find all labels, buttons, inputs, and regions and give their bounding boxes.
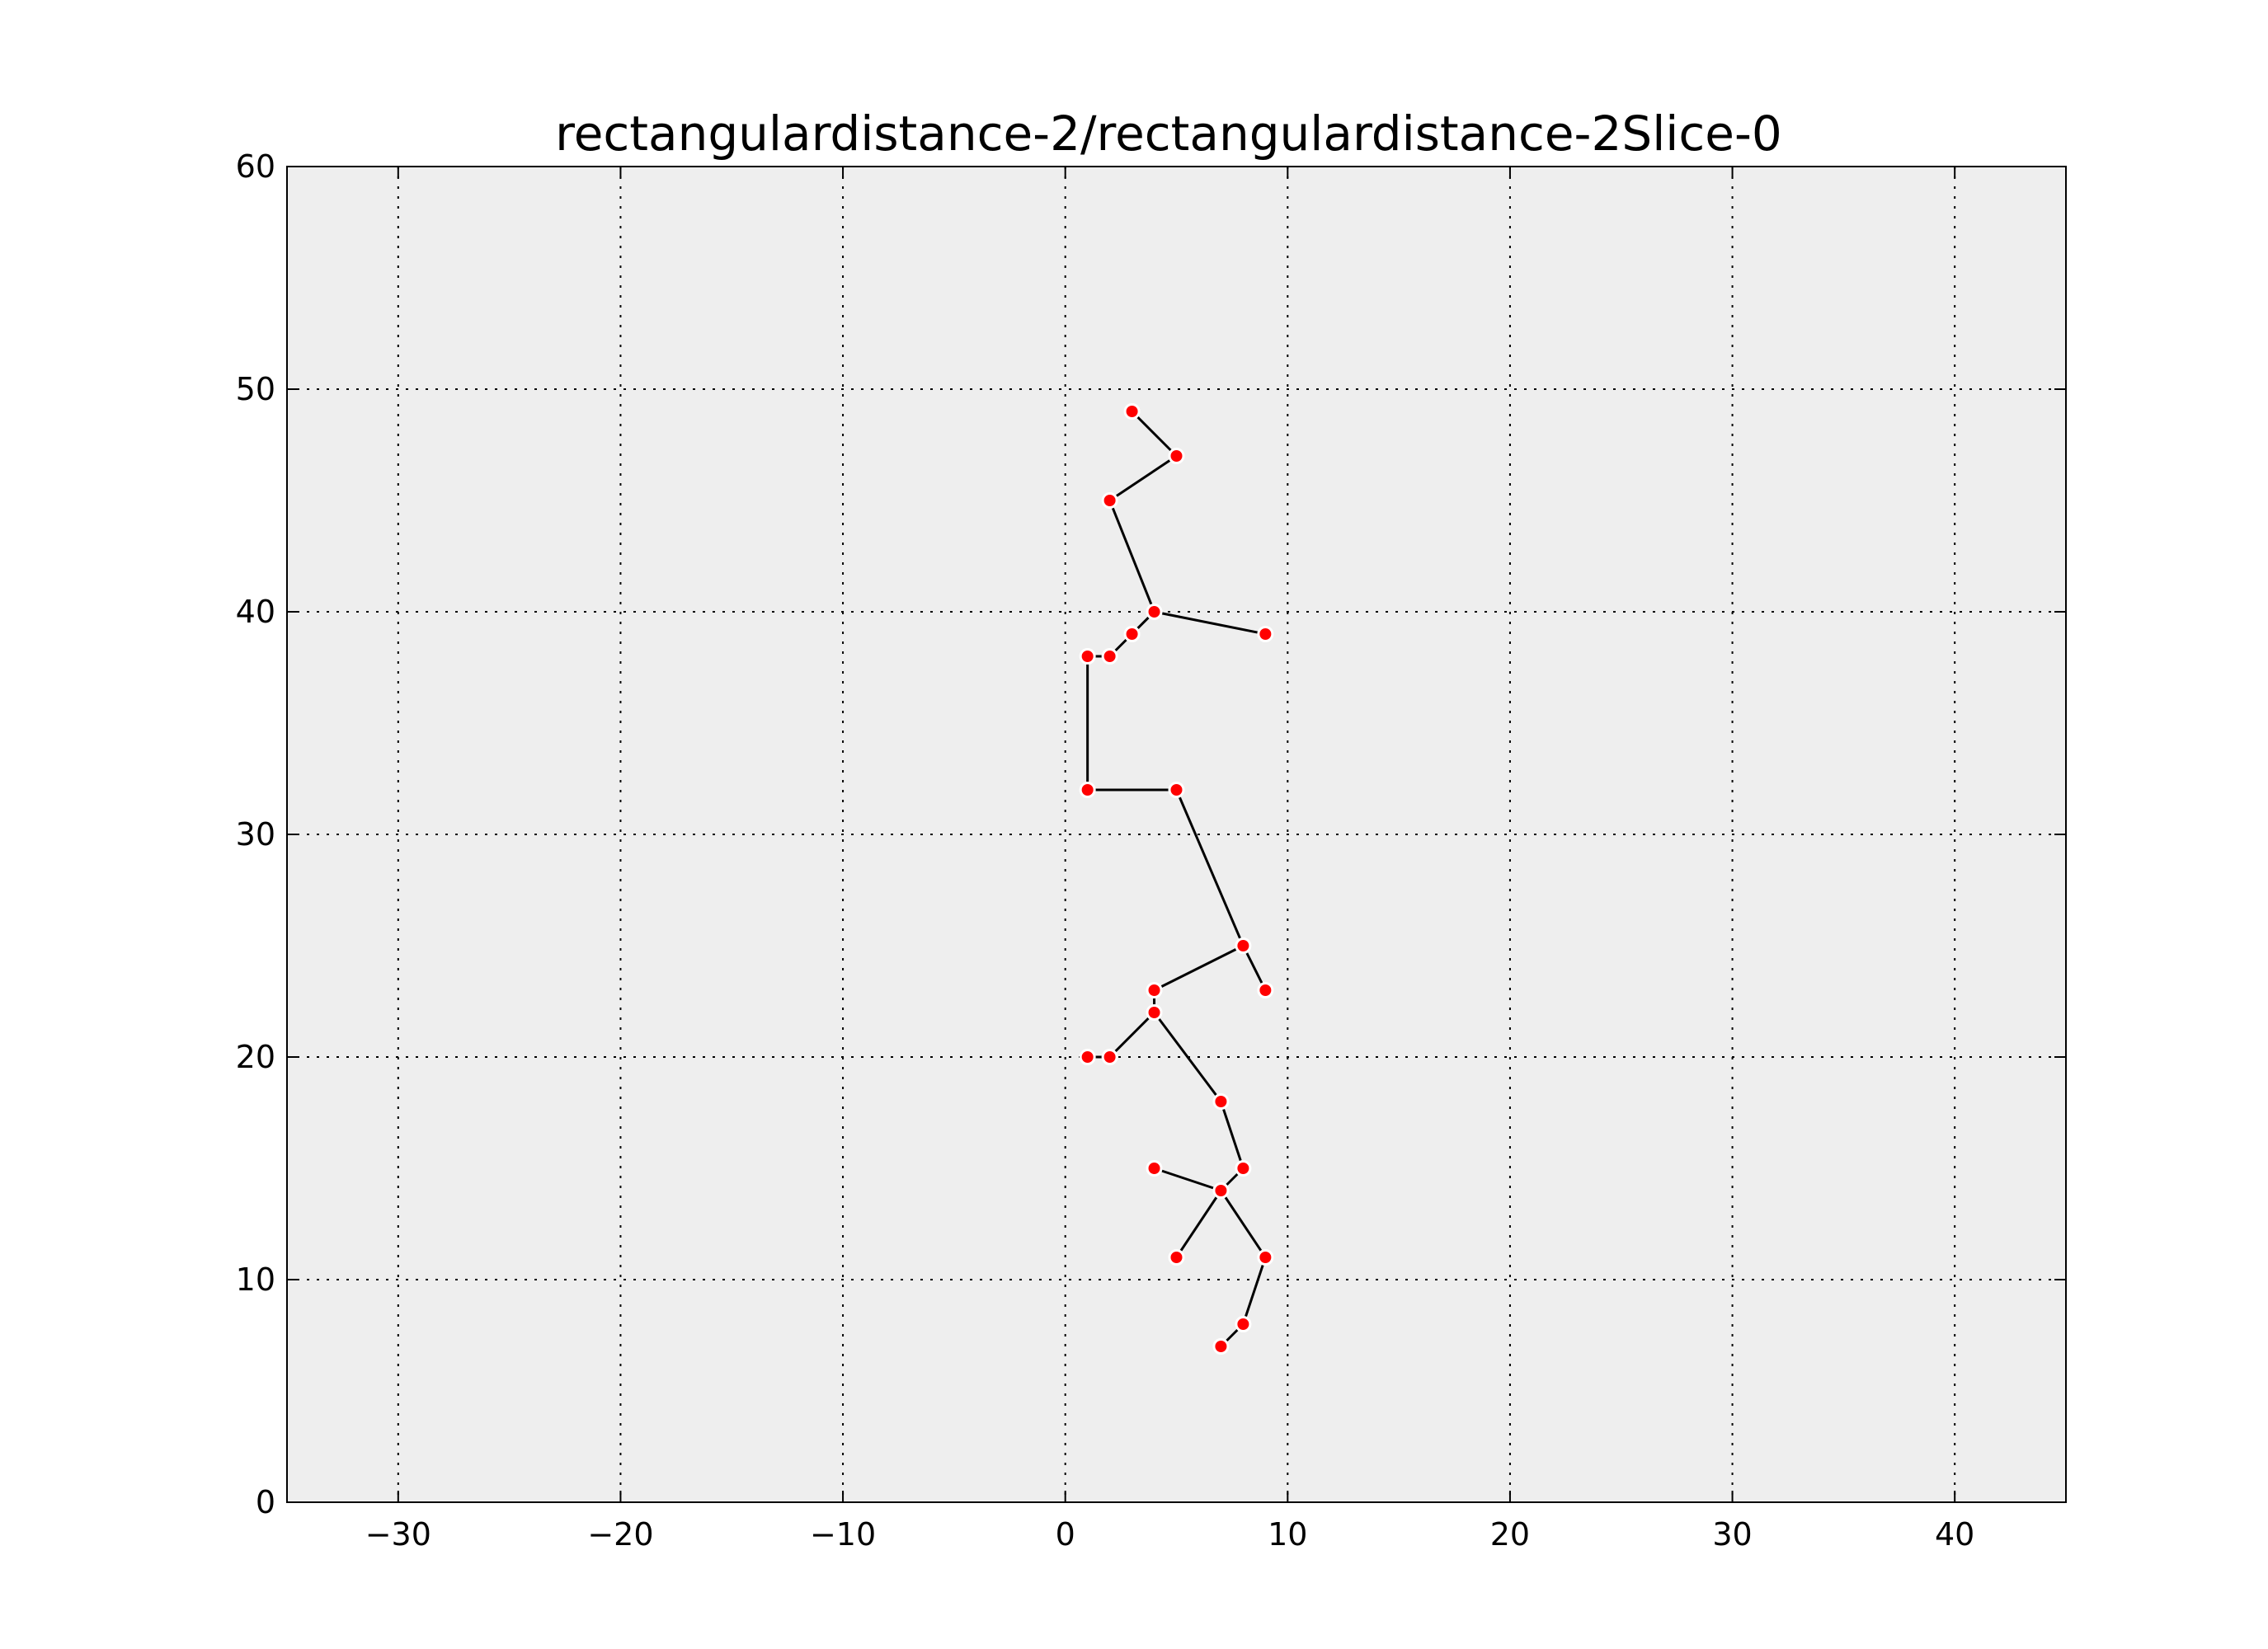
data-point [1168,782,1185,798]
data-point [1235,1160,1252,1177]
data-point [1101,1049,1118,1065]
x-tick-label: −10 [810,1516,876,1553]
y-tick-label: 60 [236,148,275,185]
chart-title: rectangulardistance-2/rectangulardistanc… [555,106,1782,162]
data-point [1146,1004,1163,1021]
x-tick-label: 40 [1935,1516,1974,1553]
tree-edge [1242,945,1267,991]
data-point [1123,403,1141,420]
data-point [1101,648,1118,665]
x-tick-label: 20 [1490,1516,1530,1553]
x-tick-label: 30 [1712,1516,1752,1553]
data-point [1101,492,1118,509]
data-point [1212,1093,1230,1110]
tree-edge [1108,500,1155,613]
tree-edge [1154,610,1266,636]
tree-edge [1108,1011,1155,1059]
y-tick-label: 0 [256,1484,275,1520]
tree-edge [1153,1012,1222,1102]
data-point [1168,448,1185,464]
data-point [1257,982,1274,998]
x-tick-label: −20 [587,1516,653,1553]
data-point [1079,1049,1096,1065]
data-point [1123,626,1141,642]
tree-edge [1175,1190,1222,1258]
data-point [1235,937,1252,954]
plot-area [287,167,2066,1502]
data-point [1235,1316,1252,1332]
tree-edge [1175,789,1245,947]
y-tick-label: 10 [236,1261,275,1298]
x-tick-label: −30 [365,1516,431,1553]
data-point [1146,604,1163,620]
data-point [1168,1249,1185,1266]
tree-edge [1108,454,1178,502]
data-point [1146,982,1163,998]
y-tick-label: 30 [236,816,275,853]
tree-edge [1154,1167,1221,1192]
data-point [1079,648,1096,665]
data-point [1212,1338,1230,1355]
tree-edge [1153,944,1245,992]
tree-edge [1241,1257,1267,1325]
data-point [1146,1160,1163,1177]
tree-edge [1220,1101,1245,1169]
data-points [1079,403,1274,1355]
y-tick-label: 40 [236,594,275,630]
axis-ticks: −30 −20 −10 0 10 20 30 40 0 10 20 30 40 50 60 [236,148,2066,1553]
y-tick-label: 20 [236,1039,275,1075]
data-point [1257,626,1274,642]
tree-edge [1131,410,1178,458]
y-tick-label: 50 [236,371,275,407]
data-point [1212,1182,1230,1199]
data-point [1079,782,1096,798]
data-point [1257,1249,1274,1266]
x-tick-label: 0 [1056,1516,1075,1553]
x-tick-label: 10 [1268,1516,1307,1553]
tree-edge [1220,1190,1267,1258]
